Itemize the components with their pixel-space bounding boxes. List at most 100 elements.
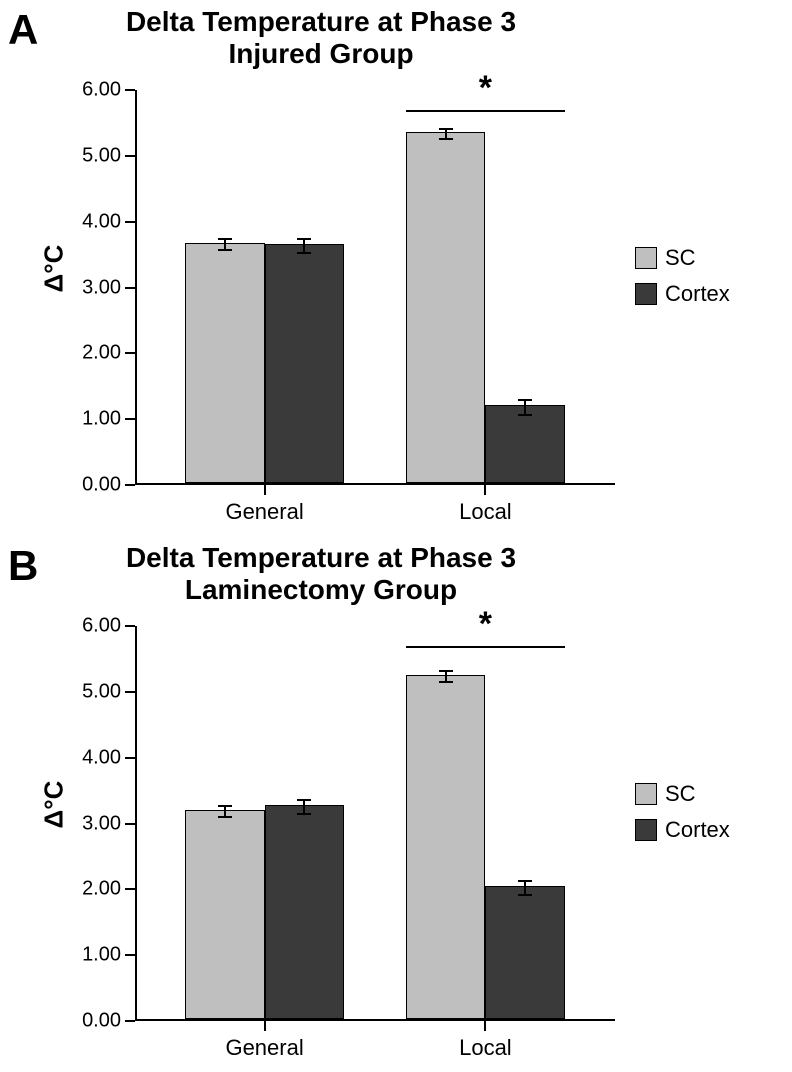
error-bar [524,400,526,414]
y-axis-line [135,90,137,485]
bar-general-sc [185,243,264,483]
y-tick [125,352,135,354]
y-tick-label: 1.00 [82,944,121,967]
y-tick-label: 2.00 [82,878,121,901]
y-tick [125,888,135,890]
significance-bracket [406,646,564,648]
error-cap [297,238,311,240]
x-tick [484,1021,486,1031]
legend-swatch-cortex [635,283,657,305]
y-tick-label: 4.00 [82,746,121,769]
y-tick-label: 0.00 [82,474,121,497]
error-cap [439,138,453,140]
panel-b-title: Delta Temperature at Phase 3 Laminectomy… [0,542,642,606]
x-axis-line [135,1019,615,1021]
error-cap [518,880,532,882]
y-tick [125,418,135,420]
significance-star: * [479,605,492,644]
error-cap [297,799,311,801]
y-tick-label: 2.00 [82,342,121,365]
error-bar [524,881,526,895]
y-tick [125,221,135,223]
y-tick-label: 6.00 [82,615,121,638]
y-tick [125,691,135,693]
y-tick-label: 4.00 [82,210,121,233]
legend-swatch-cortex [635,819,657,841]
error-cap [439,128,453,130]
error-cap [518,414,532,416]
legend-swatch-sc [635,247,657,269]
y-tick-label: 1.00 [82,408,121,431]
error-cap [518,894,532,896]
y-tick-label: 5.00 [82,144,121,167]
legend-label-cortex: Cortex [665,281,730,307]
panel-a-y-axis-label: Δ°C [40,0,68,536]
bar-local-cortex [485,886,564,1019]
y-tick [125,484,135,486]
y-tick [125,625,135,627]
legend-item-cortex: Cortex [635,817,730,843]
error-cap [218,238,232,240]
error-cap [297,813,311,815]
error-cap [218,249,232,251]
legend-item-sc: SC [635,781,730,807]
x-category-label: General [225,499,303,525]
y-tick [125,155,135,157]
error-cap [439,670,453,672]
panel-b-legend: SC Cortex [635,771,730,853]
bar-local-sc [406,675,485,1019]
panel-b-y-axis-label: Δ°C [40,536,68,1072]
x-category-label: Local [459,1035,512,1061]
legend-swatch-sc [635,783,657,805]
panel-b: B Delta Temperature at Phase 3 Laminecto… [0,536,792,1072]
y-axis-line [135,626,137,1021]
panel-b-title-line2: Laminectomy Group [185,574,457,605]
panel-a-title: Delta Temperature at Phase 3 Injured Gro… [0,6,642,70]
y-tick-label: 3.00 [82,276,121,299]
y-tick-label: 5.00 [82,680,121,703]
x-category-label: General [225,1035,303,1061]
y-tick [125,954,135,956]
y-tick [125,757,135,759]
panel-a-legend: SC Cortex [635,235,730,317]
y-axis-label-text: Δ°C [39,244,70,292]
y-tick [125,287,135,289]
bar-local-sc [406,132,485,483]
panel-a-title-line2: Injured Group [228,38,413,69]
x-category-label: Local [459,499,512,525]
error-bar [303,239,305,253]
panel-a: A Delta Temperature at Phase 3 Injured G… [0,0,792,536]
y-tick-label: 0.00 [82,1010,121,1033]
error-cap [297,252,311,254]
legend-item-sc: SC [635,245,730,271]
y-tick-label: 3.00 [82,812,121,835]
significance-star: * [479,69,492,108]
x-tick [484,485,486,495]
legend-item-cortex: Cortex [635,281,730,307]
error-cap [518,399,532,401]
x-tick [264,485,266,495]
legend-label-sc: SC [665,245,696,271]
x-tick [264,1021,266,1031]
bar-general-cortex [265,244,344,483]
bar-local-cortex [485,405,564,483]
bar-general-sc [185,810,264,1019]
significance-bracket [406,110,564,112]
panel-b-plot-area: 0.001.002.003.004.005.006.00GeneralLocal… [135,626,615,1021]
error-cap [218,805,232,807]
y-tick [125,823,135,825]
legend-label-cortex: Cortex [665,817,730,843]
panel-a-title-line1: Delta Temperature at Phase 3 [126,6,516,37]
legend-label-sc: SC [665,781,696,807]
y-tick-label: 6.00 [82,79,121,102]
panel-a-plot-area: 0.001.002.003.004.005.006.00GeneralLocal… [135,90,615,485]
x-axis-line [135,483,615,485]
figure: A Delta Temperature at Phase 3 Injured G… [0,0,792,1072]
error-cap [439,681,453,683]
error-bar [303,800,305,814]
y-axis-label-text: Δ°C [39,780,70,828]
y-tick [125,89,135,91]
panel-b-title-line1: Delta Temperature at Phase 3 [126,542,516,573]
y-tick [125,1020,135,1022]
error-cap [218,816,232,818]
